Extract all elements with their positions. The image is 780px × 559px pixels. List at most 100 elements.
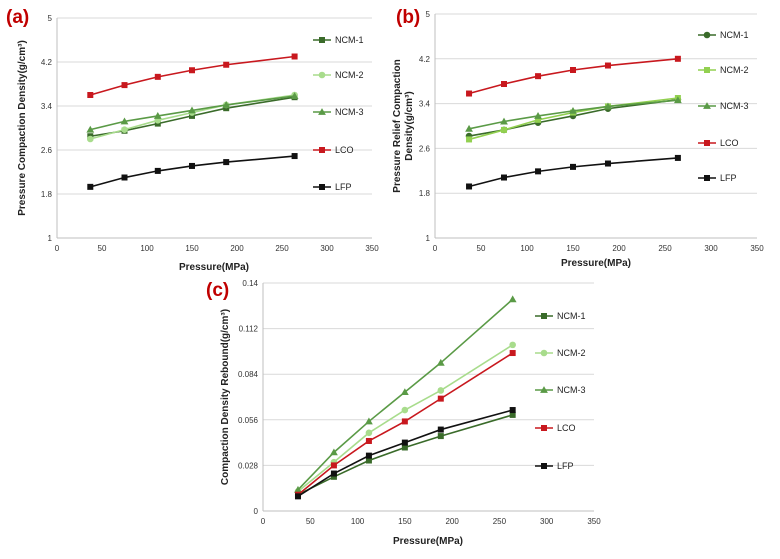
y-tick-label: 0 (254, 507, 259, 516)
series-line-lco (90, 55, 295, 96)
data-point (535, 116, 542, 123)
data-point (465, 124, 473, 132)
data-point (365, 417, 373, 425)
series-line-lfp (468, 157, 678, 188)
panel-label: (c) (206, 280, 230, 301)
legend-marker (319, 147, 325, 153)
legend-label: NCM-1 (720, 30, 749, 40)
data-point (223, 159, 230, 166)
data-point (365, 457, 372, 464)
legend-label: LFP (720, 173, 737, 183)
data-point (501, 174, 507, 181)
data-point (437, 395, 444, 402)
x-axis-title: Pressure(MPa) (561, 258, 631, 269)
data-point (189, 67, 195, 74)
data-point (153, 112, 162, 119)
legend-marker (541, 425, 547, 431)
legend-marker (703, 31, 711, 39)
legend-label: NCM-3 (720, 101, 749, 111)
y-tick-label: 0.084 (238, 370, 259, 379)
data-point (365, 437, 372, 444)
data-point (189, 112, 195, 119)
data-point (535, 73, 542, 80)
y-tick-label: 0.14 (242, 279, 258, 288)
series-line-lfp (90, 155, 295, 188)
data-point (534, 112, 542, 119)
data-point (466, 136, 473, 143)
legend-label: LCO (557, 423, 576, 433)
data-point (570, 67, 576, 73)
legend-marker (704, 67, 710, 73)
data-point (223, 61, 230, 68)
data-point (501, 81, 507, 87)
y-axis-title: Pressure Compaction Density(g/cm³) (17, 40, 28, 216)
x-tick-label: 150 (185, 244, 199, 253)
legend-label: NCM-3 (335, 107, 364, 117)
y-tick-label: 1.8 (41, 190, 53, 199)
legend-label: NCM-2 (720, 65, 749, 75)
x-tick-label: 150 (398, 517, 412, 526)
data-point (509, 411, 516, 418)
data-point (508, 295, 517, 303)
data-point (121, 126, 128, 133)
x-tick-label: 50 (477, 244, 486, 253)
data-point (365, 429, 373, 437)
data-point (188, 106, 196, 114)
data-point (365, 452, 372, 459)
x-tick-label: 0 (55, 244, 60, 253)
data-point (87, 183, 94, 190)
x-tick-label: 350 (750, 244, 764, 253)
data-point (121, 82, 128, 89)
data-point (330, 470, 337, 477)
legend-marker (704, 140, 710, 146)
x-tick-label: 100 (351, 517, 365, 526)
data-point (291, 53, 298, 60)
x-tick-label: 300 (320, 244, 334, 253)
data-point (120, 117, 129, 125)
data-point (466, 90, 473, 97)
legend-label: LCO (335, 145, 354, 155)
legend-marker (319, 37, 325, 43)
panel-label: (b) (396, 7, 421, 28)
legend-marker (318, 71, 326, 79)
y-tick-label: 2.6 (41, 146, 53, 155)
series-line-ncm-3 (90, 95, 295, 131)
data-point (401, 439, 408, 446)
data-point (330, 462, 337, 469)
data-point (222, 101, 231, 108)
data-point (501, 126, 507, 133)
data-point (437, 426, 444, 433)
data-point (401, 444, 408, 451)
data-point (294, 493, 301, 500)
data-point (330, 448, 338, 456)
data-point (604, 160, 611, 167)
y-tick-label: 0.056 (238, 416, 259, 425)
legend-label: NCM-3 (557, 385, 586, 395)
data-point (509, 350, 516, 357)
data-point (290, 92, 299, 100)
legend-marker (540, 386, 548, 393)
y-tick-label: 1.8 (419, 189, 431, 198)
x-tick-label: 250 (493, 517, 507, 526)
legend-marker (541, 463, 547, 469)
data-point (673, 96, 682, 104)
legend-label: LFP (335, 182, 352, 192)
series-line-lfp (297, 409, 513, 498)
x-tick-label: 250 (275, 244, 289, 253)
y-axis-title: Density(g/cm³) (404, 91, 415, 160)
data-point (401, 406, 409, 414)
x-tick-label: 150 (566, 244, 580, 253)
x-tick-label: 200 (445, 517, 459, 526)
x-tick-label: 200 (612, 244, 626, 253)
series-line-lco (468, 58, 678, 95)
y-tick-label: 3.4 (419, 100, 431, 109)
data-point (154, 167, 161, 174)
data-point (674, 55, 681, 62)
data-point (535, 168, 542, 175)
data-point (437, 387, 445, 394)
data-point (569, 106, 577, 114)
y-axis-title: Compaction Density Rebound(g/cm³) (220, 309, 231, 485)
y-tick-label: 1 (48, 234, 53, 243)
y-tick-label: 3.4 (41, 102, 53, 111)
x-tick-label: 100 (140, 244, 154, 253)
